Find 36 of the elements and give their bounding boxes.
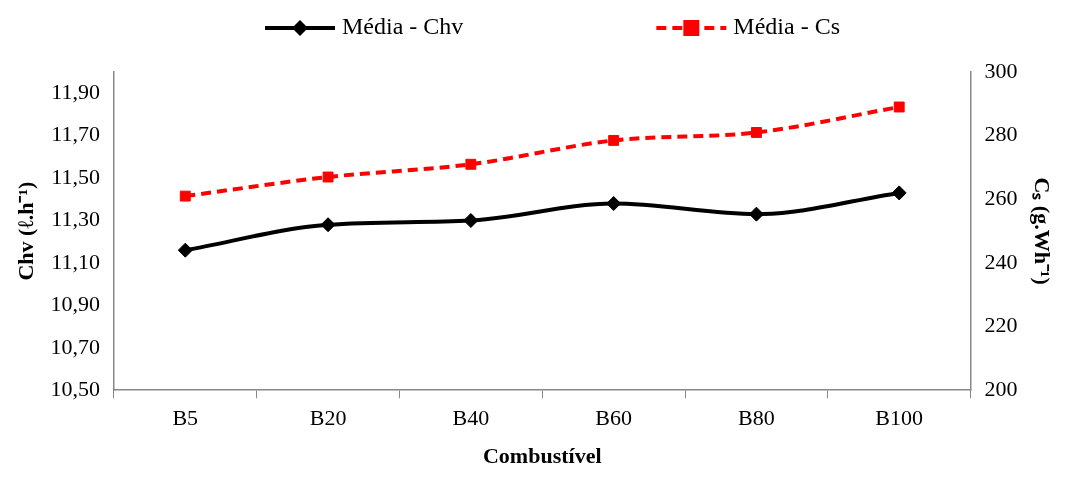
point [750,127,762,138]
point [891,185,907,201]
y2-tick-label: 240 [984,248,1018,274]
y-tick-label: 11,10 [51,248,100,274]
y-tick-label: 10,50 [50,375,100,401]
y-tick-label: 10,70 [50,333,100,359]
y-tick-label: 11,90 [51,78,100,104]
y-tick-label: 11,30 [51,206,100,232]
point [465,158,477,170]
y2-axis-title: Cₛ (g.Wh⁻¹) [1030,177,1056,285]
point [320,217,336,233]
y-tick-label: 10,90 [50,291,100,317]
x-tick-label: B60 [595,405,632,431]
point [608,134,620,146]
x-tick-label: B100 [875,405,924,431]
y2-tick-label: 260 [984,185,1018,211]
legend-label: Média - Cs [733,13,840,40]
y-tick-label: 11,70 [51,121,100,147]
x-axis-title: Combustível [482,443,602,469]
point [463,212,479,228]
x-tick-label: B80 [738,405,775,431]
point [179,190,191,202]
legend-label: Média - Chv [342,13,464,40]
point [893,101,905,113]
y2-tick-label: 220 [984,312,1018,338]
y-axis-title: Chv (ℓ.h⁻¹) [12,181,38,281]
x-tick-label: B40 [452,405,490,431]
y2-tick-label: 300 [984,57,1018,83]
point [606,196,622,212]
y-tick-label: 11,50 [51,163,100,189]
y2-tick-label: 200 [984,375,1018,401]
y2-tick-label: 280 [984,121,1018,147]
x-tick-label: B5 [172,405,199,431]
point [177,242,193,258]
point [322,171,334,183]
x-tick-label: B20 [309,405,347,431]
